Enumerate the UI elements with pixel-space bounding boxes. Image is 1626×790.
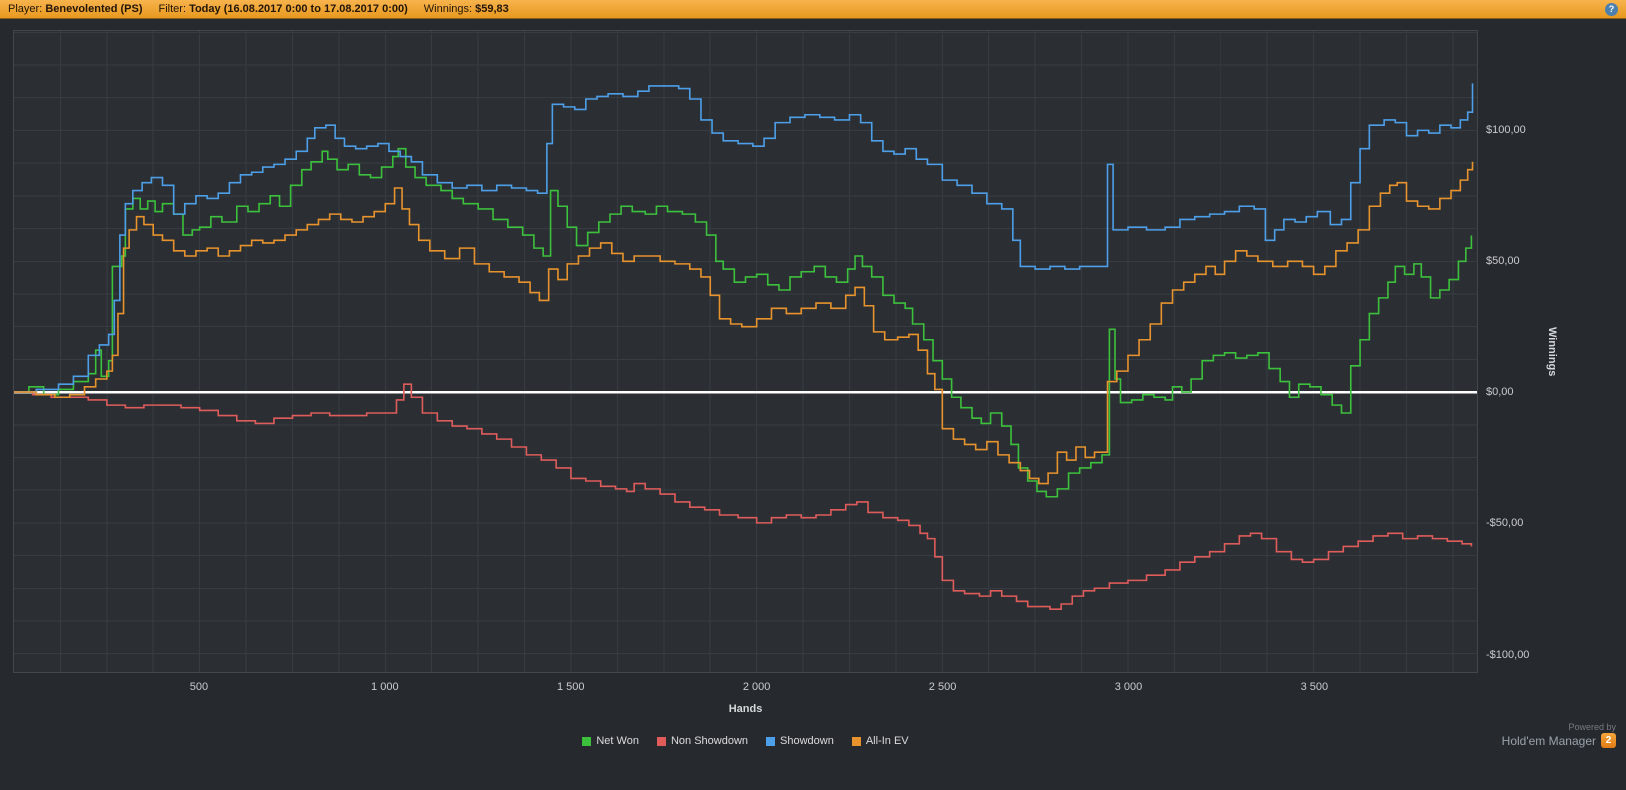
- filter-segment: Filter: Today (16.08.2017 0:00 to 17.08.…: [159, 3, 408, 15]
- x-tick-label: 3 000: [1114, 681, 1143, 693]
- winnings-value: $59,83: [475, 3, 509, 15]
- help-icon[interactable]: ?: [1605, 2, 1618, 16]
- y-axis-title-text: Winnings: [1546, 326, 1558, 377]
- legend-swatch-icon: [582, 736, 592, 746]
- winnings-label: Winnings:: [423, 3, 473, 15]
- x-tick-label: 1 000: [371, 681, 399, 693]
- grid-lines: [14, 31, 1477, 672]
- y-axis-title: Winnings: [1544, 30, 1560, 673]
- brand-name: Hold'em Manager: [1501, 733, 1596, 748]
- legend-item-all-in-ev[interactable]: All-In EV: [851, 735, 909, 747]
- player-label: Player:: [8, 3, 43, 15]
- filter-label: Filter:: [158, 3, 187, 15]
- series-line-all-in-ev: [14, 161, 1474, 485]
- powered-by-label: Powered by: [1568, 722, 1616, 732]
- legend-swatch-icon: [656, 736, 666, 746]
- y-tick-label: -$100,00: [1486, 648, 1530, 661]
- player-value: Benevolented (PS): [45, 3, 143, 15]
- winnings-segment: Winnings: $59,83: [424, 3, 509, 15]
- x-tick-label: 2 500: [928, 681, 957, 693]
- legend-label: Net Won: [596, 735, 639, 747]
- y-tick-label: $50,00: [1486, 254, 1520, 267]
- series-line-non-showdown: [14, 383, 1473, 610]
- legend-swatch-icon: [851, 736, 861, 746]
- chart-svg: [14, 31, 1477, 672]
- series-line-net-won: [14, 147, 1473, 498]
- player-segment: Player: Benevolented (PS): [8, 3, 143, 15]
- branding: Powered by Hold'em Manager 2: [1502, 722, 1616, 748]
- legend-swatch-icon: [766, 736, 776, 746]
- legend-label: Showdown: [780, 735, 834, 747]
- legend-label: Non Showdown: [670, 735, 749, 747]
- legend-label: All-In EV: [865, 735, 909, 747]
- x-tick-label: 500: [189, 681, 209, 693]
- legend-item-net-won[interactable]: Net Won: [582, 735, 639, 747]
- x-tick-label: 3 500: [1300, 681, 1329, 693]
- legend-item-non-showdown[interactable]: Non Showdown: [656, 735, 749, 747]
- x-tick-label: 2 000: [742, 681, 771, 693]
- chart-panel: Hands Winnings Net Won Non Showdown Showdo…: [0, 19, 1626, 790]
- y-tick-label: $0,00: [1486, 386, 1514, 399]
- legend-item-showdown[interactable]: Showdown: [766, 735, 834, 747]
- legend: Net Won Non Showdown Showdown All-In EV: [13, 735, 1478, 747]
- y-tick-label: -$50,00: [1486, 517, 1524, 530]
- x-axis-title: Hands: [728, 703, 763, 715]
- y-tick-label: $100,00: [1486, 123, 1526, 136]
- filter-value: Today (16.08.2017 0:00 to 17.08.2017 0:0…: [189, 3, 408, 15]
- hm2-logo-icon: 2: [1601, 733, 1616, 748]
- series-line-showdown: [14, 83, 1474, 393]
- chart-plot[interactable]: [13, 30, 1478, 673]
- brand-row: Hold'em Manager 2: [1502, 733, 1616, 748]
- status-bar: Player: Benevolented (PS) Filter: Today …: [0, 0, 1626, 19]
- x-tick-label: 1 500: [556, 681, 585, 693]
